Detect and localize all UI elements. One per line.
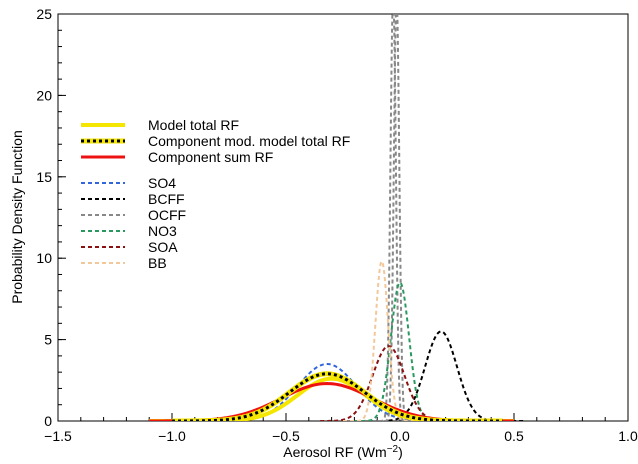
x-axis-label: Aerosol RF (Wm−2) <box>283 444 403 461</box>
plot-frame <box>57 13 629 422</box>
y-tick-label: 0 <box>44 413 52 429</box>
y-tick-label: 5 <box>44 332 52 348</box>
legend-label: Model total RF <box>148 117 239 133</box>
x-tick-label: 0.5 <box>504 428 524 444</box>
series-line <box>388 330 526 421</box>
legend-label: SOA <box>148 239 178 255</box>
y-axis-label: Probability Density Function <box>9 130 25 304</box>
legend-label: Component mod. model total RF <box>148 133 350 149</box>
legend-label: BCFF <box>148 191 185 207</box>
series-curves <box>148 14 526 421</box>
series-line <box>172 363 503 421</box>
x-axis-ticks: −1.5 −1.0 −0.5 0.0 0.5 1.0 <box>44 413 638 444</box>
x-tick-label: −1.5 <box>44 428 72 444</box>
legend-label: SO4 <box>148 175 176 191</box>
x-tick-label: 0.0 <box>390 428 410 444</box>
x-tick-label: −0.5 <box>272 428 300 444</box>
x-tick-label: 1.0 <box>618 428 638 444</box>
legend-label: BB <box>148 255 167 271</box>
legend-label: Component sum RF <box>148 149 273 165</box>
legend-label: NO3 <box>148 223 177 239</box>
series-line <box>149 382 514 421</box>
y-tick-label: 10 <box>36 250 52 266</box>
legend-label: OCFF <box>148 207 186 223</box>
x-tick-label: −1.0 <box>158 428 186 444</box>
series-line <box>342 260 419 421</box>
y-tick-label: 25 <box>36 6 52 22</box>
y-tick-label: 15 <box>36 169 52 185</box>
series-line <box>171 372 503 421</box>
y-tick-label: 20 <box>36 87 52 103</box>
y-axis-ticks: 0 5 10 15 20 25 <box>36 6 66 429</box>
